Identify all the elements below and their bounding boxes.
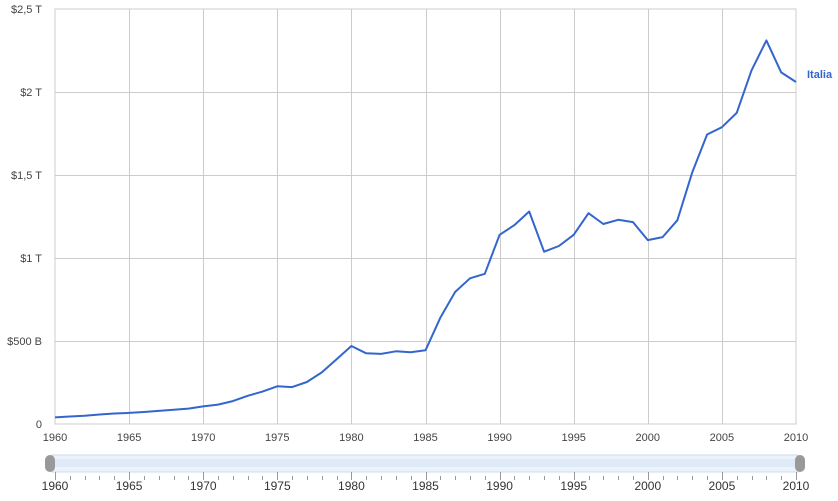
chart-series (54, 39, 797, 419)
time-range-slider[interactable]: 1960 1965 1970 1975 1980 1985 1990 1995 2000 2005… (42, 454, 810, 493)
slider-year-label: 1975 (264, 479, 291, 493)
y-tick-label: $1,5 T (11, 170, 42, 182)
x-tick-label: 1995 (561, 432, 585, 444)
y-tick-label: $500 B (7, 336, 42, 348)
x-tick-label: 2010 (784, 432, 808, 444)
x-tick-label: 1985 (413, 432, 437, 444)
slider-year-label: 1965 (116, 479, 143, 493)
x-tick-label: 1980 (339, 432, 363, 444)
slider-year-label: 2005 (709, 479, 736, 493)
slider-handle-right[interactable] (795, 455, 805, 472)
chart-legend: Italia (807, 69, 833, 81)
y-tick-label: 0 (36, 419, 42, 431)
plot-border (54, 8, 797, 425)
slider-year-label: 1960 (42, 479, 69, 493)
x-tick-label: 2000 (636, 432, 660, 444)
slider-year-label: 1990 (486, 479, 513, 493)
x-tick-label: 1990 (487, 432, 511, 444)
x-tick-label: 1960 (43, 432, 67, 444)
y-tick-label: $2,5 T (11, 4, 42, 16)
slider-year-label: 2010 (783, 479, 810, 493)
legend-label: Italia (807, 69, 833, 81)
slider-ticks (55, 472, 797, 480)
chart-grid (54, 8, 797, 425)
x-tick-label: 2005 (710, 432, 734, 444)
slider-selected-range[interactable] (52, 459, 798, 467)
y-tick-label: $2 T (20, 87, 42, 99)
slider-year-label: 1995 (560, 479, 587, 493)
y-axis-ticks: 0 $500 B $1 T $1,5 T $2 T $2,5 T (7, 4, 42, 431)
slider-year-label: 1970 (190, 479, 217, 493)
x-tick-label: 1970 (191, 432, 215, 444)
y-tick-label: $1 T (20, 253, 42, 265)
slider-handle-left[interactable] (45, 455, 55, 472)
slider-year-label: 2000 (634, 479, 661, 493)
series-line-italia (54, 39, 797, 419)
slider-year-label: 1985 (412, 479, 439, 493)
slider-year-label: 1980 (338, 479, 365, 493)
slider-labels: 1960 1965 1970 1975 1980 1985 1990 1995 2000 2005… (42, 479, 810, 493)
x-axis-ticks: 1960 1965 1970 1975 1980 1985 1990 1995 2000 2005… (43, 432, 808, 444)
x-tick-label: 1965 (117, 432, 141, 444)
x-tick-label: 1975 (265, 432, 289, 444)
